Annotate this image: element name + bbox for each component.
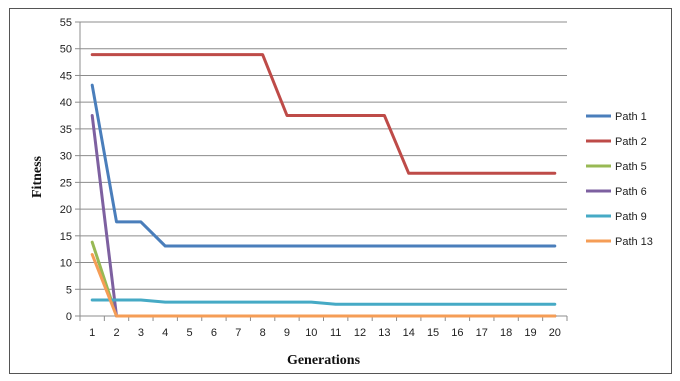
y-tick-label-40: 40 — [60, 97, 72, 109]
series-line-path-2 — [90, 53, 557, 175]
legend-label-path-5: Path 5 — [615, 161, 647, 173]
x-tick-label-11: 11 — [330, 327, 341, 339]
x-tick-label-13: 13 — [378, 327, 390, 339]
x-tick-label-9: 9 — [284, 327, 290, 339]
x-tick-label-5: 5 — [187, 327, 193, 339]
y-tick-label-30: 30 — [60, 151, 72, 163]
series-line-path-1 — [90, 83, 557, 248]
series-line-path-6 — [90, 114, 557, 318]
x-tick-label-19: 19 — [524, 327, 536, 339]
legend-label-path-9: Path 9 — [615, 211, 647, 223]
legend-label-path-1: Path 1 — [615, 111, 647, 123]
legend-label-path-2: Path 2 — [615, 136, 647, 148]
x-tick-label-8: 8 — [260, 327, 266, 339]
y-axis-title: Fitness — [30, 155, 45, 198]
x-tick-label-12: 12 — [354, 327, 366, 339]
x-tick-label-2: 2 — [113, 327, 119, 339]
series-lines — [90, 53, 557, 318]
y-tick-label-5: 5 — [66, 284, 72, 296]
x-tick-label-14: 14 — [403, 327, 415, 339]
x-tick-label-7: 7 — [235, 327, 241, 339]
x-tick-label-15: 15 — [427, 327, 439, 339]
legend-label-path-13: Path 13 — [615, 236, 653, 248]
y-tick-label-15: 15 — [60, 231, 72, 243]
gridlines — [80, 21, 567, 290]
series-line-path-13 — [90, 253, 557, 318]
y-tick-label-20: 20 — [60, 204, 72, 216]
x-tick-label-18: 18 — [500, 327, 512, 339]
y-tick-label-45: 45 — [60, 70, 72, 82]
axes — [79, 22, 567, 317]
series-line-path-9 — [90, 298, 557, 306]
y-tick-label-25: 25 — [60, 177, 72, 189]
x-tick-label-16: 16 — [451, 327, 463, 339]
x-axis-ticks: 1 2 3 4 5 6 7 8 9 10 11 12 13 14 15 16 17 18 19 20 — [79, 316, 568, 339]
x-tick-label-20: 20 — [549, 327, 561, 339]
x-tick-label-17: 17 — [476, 327, 488, 339]
y-tick-label-10: 10 — [60, 258, 72, 270]
y-tick-label-0: 0 — [66, 311, 72, 323]
y-axis-ticks: 0 5 10 15 20 25 30 35 40 45 50 55 — [60, 17, 80, 323]
chart-frame: 0 5 10 15 20 25 30 35 40 45 50 55 1 2 3 4 5 6 7 8 9 10 11 12 13… — [9, 8, 672, 374]
y-tick-label-35: 35 — [60, 124, 72, 136]
x-tick-label-10: 10 — [305, 327, 317, 339]
y-tick-label-55: 55 — [60, 17, 72, 29]
y-tick-label-50: 50 — [60, 44, 72, 56]
x-tick-label-3: 3 — [138, 327, 144, 339]
x-axis-title: Generations — [287, 353, 361, 368]
x-tick-label-4: 4 — [162, 327, 168, 339]
legend-label-path-6: Path 6 — [615, 186, 647, 198]
x-tick-label-6: 6 — [211, 327, 217, 339]
x-tick-label-1: 1 — [89, 327, 95, 339]
legend: Path 1 Path 2 Path 5 Path 6 Path 9 Path 13 — [586, 111, 653, 248]
